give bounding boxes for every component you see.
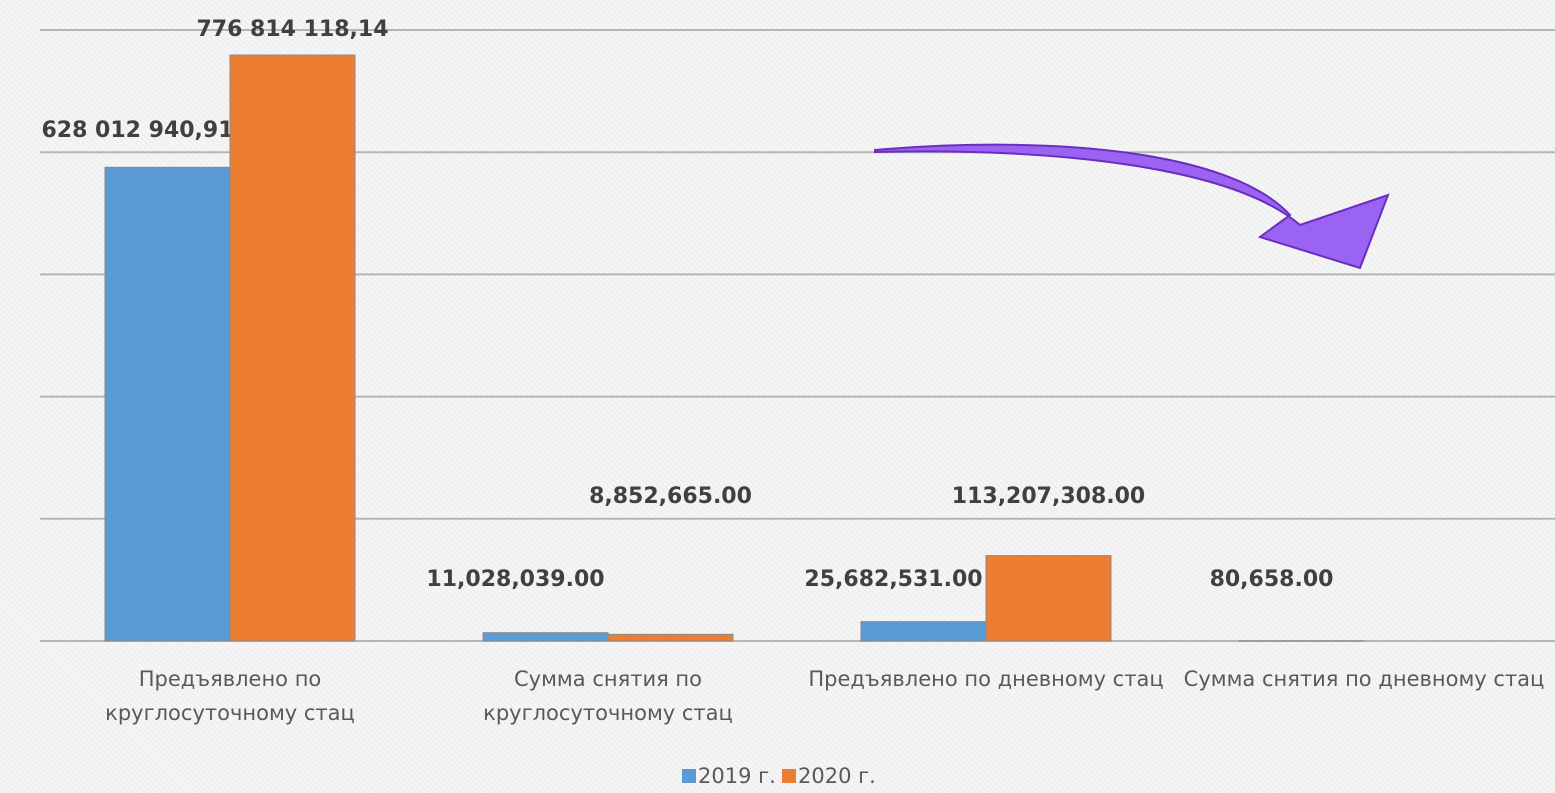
data-label: 25,682,531.00 [804,567,982,592]
data-label: 8,852,665.00 [589,484,752,509]
data-label: 113,207,308.00 [952,484,1145,509]
data-label: 628 012 940,91 [41,118,233,143]
x-tick-label: Предъявлено по дневному стац [808,667,1164,691]
data-label: 776 814 118,14 [196,17,388,42]
bar [607,633,734,642]
x-tick-label: Сумма снятия по дневному стац [1183,667,1545,691]
arrow [874,143,1390,270]
legend-label: 2019 г. [698,764,776,788]
bar [985,555,1112,642]
legend-swatch [782,769,796,783]
bar [104,166,231,642]
legend-swatch [682,769,696,783]
data-label: 11,028,039.00 [426,567,604,592]
bar [482,632,609,642]
legend-label: 2020 г. [798,764,876,788]
x-tick-label: Сумма снятия по круглосуточному стац [483,667,733,725]
x-tick-label: Предъявлено по круглосуточному стац [105,667,355,725]
data-label: 80,658.00 [1210,567,1334,592]
bar [860,621,987,642]
plot: 628 012 940,91 776 814 118,14 11,028,039.0… [40,17,1555,788]
bar [229,54,356,642]
